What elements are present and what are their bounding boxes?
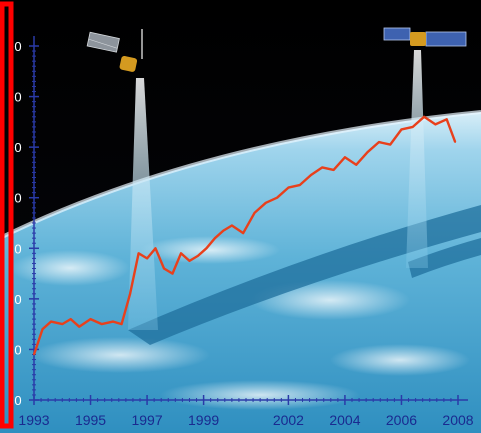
data-point — [242, 232, 244, 234]
data-point — [112, 320, 114, 323]
data-point — [454, 141, 456, 143]
data-point — [171, 272, 174, 275]
data-point — [154, 247, 157, 250]
y-tick-label: 0 — [14, 342, 21, 357]
data-point — [101, 323, 103, 325]
y-tick-label: 0 — [14, 140, 21, 155]
data-point — [50, 320, 52, 323]
satellite-beam-right — [406, 50, 428, 268]
x-tick-label: 2008 — [442, 412, 473, 428]
y-tick-label: 0 — [14, 90, 21, 105]
data-point — [78, 325, 81, 328]
data-point — [188, 260, 191, 262]
x-tick-label: 1999 — [188, 412, 219, 428]
data-point — [298, 184, 301, 186]
data-point — [445, 118, 448, 121]
data-point — [129, 293, 131, 295]
y-tick-label: 0 — [14, 39, 21, 54]
data-point — [434, 123, 437, 126]
cloud-layer — [10, 236, 470, 410]
data-point — [366, 151, 369, 153]
x-tick-label: 1995 — [75, 412, 106, 428]
x-tick-label: 2006 — [386, 412, 417, 428]
data-point — [400, 128, 403, 131]
data-point — [355, 164, 358, 166]
data-point — [214, 237, 216, 239]
data-point — [69, 318, 72, 320]
y-tick-label: 0 — [14, 292, 21, 307]
data-point — [389, 143, 391, 146]
highlight-frame — [0, 1, 14, 429]
data-point — [222, 229, 225, 232]
data-point — [41, 328, 44, 331]
data-point — [146, 257, 148, 260]
x-tick-label: 2004 — [329, 412, 360, 428]
data-point — [423, 116, 425, 118]
y-tick-label: 0 — [14, 393, 21, 408]
chart-axes: 0 0 0 0 0 0 0 0 1993 1995 1997 1999 2002 2004 2006 2008 — [14, 36, 474, 428]
data-point — [253, 212, 256, 214]
data-point — [197, 255, 199, 257]
x-tick-label: 1997 — [131, 412, 162, 428]
data-point — [321, 166, 324, 169]
data-point — [264, 201, 267, 204]
data-point — [276, 196, 278, 199]
y-tick-label: 0 — [14, 191, 21, 206]
x-tick-label: 2002 — [273, 412, 304, 428]
data-point — [205, 247, 208, 250]
data-point — [411, 126, 414, 128]
plot-area — [32, 115, 457, 356]
y-tick-label: 0 — [14, 241, 21, 256]
data-point — [287, 186, 290, 189]
data-point — [89, 318, 92, 320]
data-point — [61, 323, 64, 325]
data-point — [231, 224, 233, 227]
data-point — [378, 141, 380, 143]
data-point — [120, 323, 123, 325]
satellite-right-icon — [383, 27, 467, 47]
data-point — [332, 169, 335, 171]
data-point — [310, 174, 312, 176]
ground-track-left — [128, 205, 481, 345]
data-point — [33, 353, 35, 356]
data-point — [137, 252, 140, 255]
data-point — [180, 252, 182, 255]
data-point — [163, 267, 165, 270]
satellite-left-icon — [86, 29, 143, 72]
x-tick-label: 1993 — [18, 412, 49, 428]
data-point — [344, 156, 346, 159]
earth-horizon-glow — [0, 110, 481, 240]
